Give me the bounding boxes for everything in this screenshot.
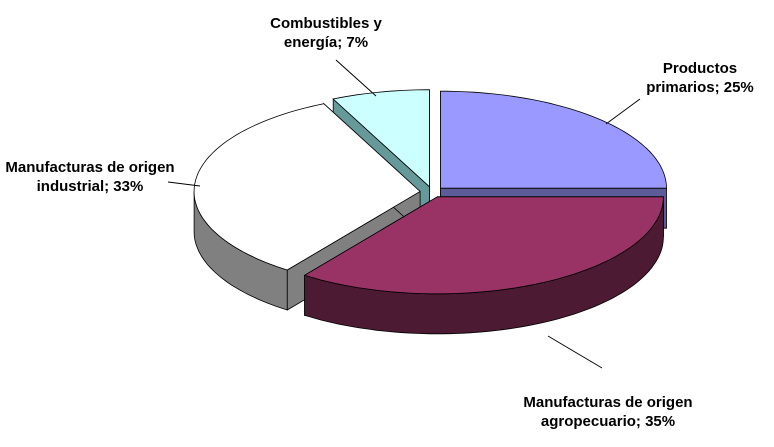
slice xyxy=(303,196,664,295)
data-label: Combustibles y energía; 7% xyxy=(270,15,382,51)
data-label: Manufacturas de origen agropecuario; 35% xyxy=(523,394,693,430)
slice xyxy=(193,103,421,271)
leader-line xyxy=(335,59,377,97)
leader-line xyxy=(167,181,201,187)
data-label: Productos primarios; 25% xyxy=(646,60,754,96)
slice xyxy=(440,90,667,189)
leader-line xyxy=(547,335,603,369)
slice xyxy=(332,89,430,188)
leader-line xyxy=(605,98,641,125)
data-label: Manufacturas de origen industrial; 33% xyxy=(5,159,175,195)
